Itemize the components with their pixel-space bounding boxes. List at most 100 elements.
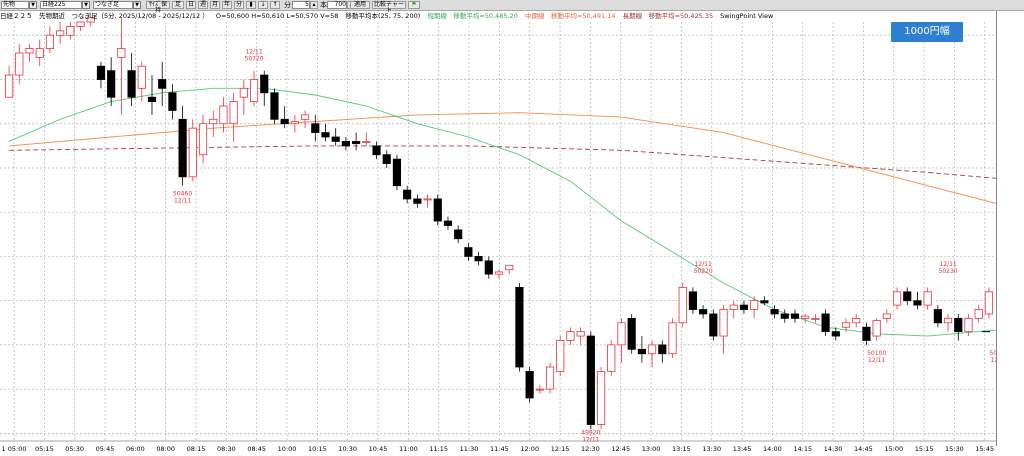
candle — [525, 367, 534, 403]
x-tick-label: 11:00 — [399, 445, 418, 453]
minute-chart-icon[interactable]: 分 — [234, 1, 244, 9]
chart-title: 日経２２５ 先物期近 つなぎ足（5分, 2025/12/08 - 2025/12… — [0, 12, 209, 20]
arrow-up-icon[interactable]: ↑ — [270, 1, 280, 9]
ma-long-line — [9, 145, 1024, 182]
day-chart-icon[interactable]: 日 — [186, 1, 196, 9]
candle — [260, 70, 269, 107]
candle — [239, 79, 248, 115]
candle — [892, 287, 902, 310]
week-chart-icon[interactable]: 週 — [198, 1, 208, 9]
candle — [372, 141, 381, 160]
candle — [494, 269, 504, 279]
candle — [56, 22, 65, 45]
candle — [127, 52, 136, 107]
candle-body — [209, 118, 218, 125]
candle-body — [709, 313, 718, 337]
candle — [576, 327, 585, 345]
candle-body — [668, 322, 677, 355]
apply-button[interactable]: 適用 — [350, 1, 370, 9]
candle — [270, 88, 279, 124]
candle-body — [974, 309, 983, 319]
candle-body — [290, 121, 299, 125]
candle — [178, 106, 187, 186]
candle — [760, 296, 769, 306]
mode-select[interactable]: つなぎ足 — [93, 1, 133, 9]
candle-body — [107, 70, 116, 98]
swing-annotation-line: 12/11 — [694, 261, 711, 268]
candle — [596, 367, 606, 429]
month-chart-icon[interactable]: 月 — [210, 1, 220, 9]
candle-body — [362, 141, 371, 143]
candle-body — [147, 96, 157, 103]
candle — [505, 264, 514, 275]
spinner-icon[interactable]: ▴ — [310, 1, 318, 9]
interval-input[interactable]: 5 — [292, 1, 310, 9]
candle — [301, 110, 310, 129]
candle-body — [862, 326, 871, 341]
symbol-select[interactable]: 先物 — [1, 1, 29, 9]
candle — [780, 309, 789, 323]
candle-body — [341, 141, 350, 147]
candle-body — [372, 145, 381, 156]
chevron-down-icon[interactable]: ▼ — [133, 1, 141, 9]
candle — [443, 216, 453, 230]
candle-body — [586, 335, 595, 425]
candle — [709, 309, 718, 341]
candle — [770, 305, 779, 319]
candle-body — [648, 344, 657, 355]
candle-body — [841, 322, 851, 328]
candle-body — [964, 317, 973, 333]
candle-body — [617, 322, 626, 346]
candle — [321, 123, 330, 142]
flag-icon[interactable]: ⚑ — [408, 1, 420, 9]
size-keep-button[interactable]: ｻｲｽﾞ保持 — [146, 1, 170, 14]
candle-body — [25, 48, 34, 54]
candle — [852, 313, 861, 328]
x-tick-label: 08:30 — [217, 445, 236, 453]
candle — [648, 340, 657, 368]
candle-body — [770, 309, 779, 315]
candle-body — [66, 26, 75, 36]
year-chart-icon[interactable]: 年 — [222, 1, 232, 9]
info-bar: 日経２２５ 先物期近 つなぎ足（5分, 2025/12/08 - 2025/12… — [0, 11, 995, 21]
candle — [974, 305, 983, 323]
count-input[interactable]: 700 — [327, 1, 347, 9]
tick-chart-icon[interactable]: ▮ — [246, 1, 256, 9]
arrow-down-icon[interactable]: ↓ — [258, 1, 268, 9]
x-tick-label: 15:00 — [884, 445, 903, 453]
interval-unit-label: 分 — [284, 1, 291, 9]
candle-body — [913, 300, 922, 306]
swing-annotation-line: 50460 — [173, 191, 192, 198]
index-select[interactable]: 日経225 — [40, 1, 82, 9]
candle-body — [15, 52, 24, 76]
x-tick-label: 1 05:00 — [2, 445, 27, 453]
candle — [586, 331, 595, 429]
price-width-badge[interactable]: 1000円幅 — [891, 22, 963, 42]
ma-short-readout: 短期線 移動平均=50,485.20 — [427, 12, 518, 20]
candle-body — [423, 198, 432, 201]
candle — [147, 75, 157, 115]
candle-body — [821, 313, 830, 333]
candle-body — [5, 74, 14, 98]
foot-button[interactable]: 足 — [172, 1, 184, 9]
swing-annotation-line: 12/11 — [245, 49, 262, 56]
candle — [964, 313, 973, 337]
x-tick-label: 10:45 — [369, 445, 388, 453]
candle-body — [229, 101, 238, 125]
candle-body — [576, 331, 585, 337]
candle — [198, 114, 208, 164]
swing-annotation: 49920 12/11 — [581, 430, 600, 444]
candle-body — [392, 158, 402, 187]
candle-body — [331, 136, 340, 142]
x-tick-label: 13:00 — [642, 445, 661, 453]
x-tick-label: 15:30 — [945, 445, 964, 453]
candle — [913, 291, 922, 310]
candle-body — [943, 317, 953, 324]
x-tick-label: 11:15 — [429, 445, 448, 453]
candle-body — [219, 105, 228, 125]
chevron-down-icon[interactable]: ▼ — [82, 1, 90, 9]
chevron-down-icon[interactable]: ▼ — [29, 1, 37, 9]
candle-body — [535, 388, 544, 391]
candle-body — [96, 65, 106, 80]
compare-chart-button[interactable]: 比較チャート — [372, 1, 406, 14]
